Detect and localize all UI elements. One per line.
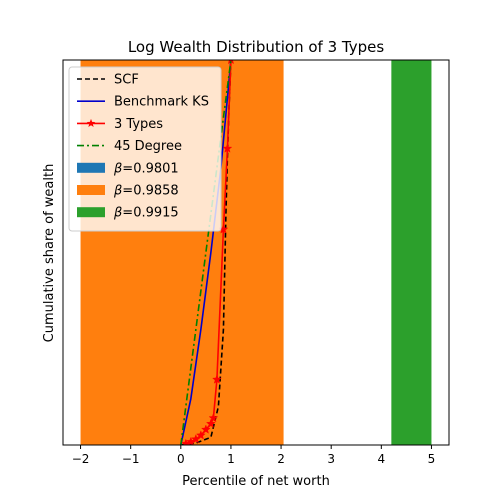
series-point-3-7 [208, 412, 219, 423]
histogram-bar-3-1 [391, 60, 432, 445]
legend-hist-label-2: β=0.9858 [113, 184, 179, 199]
legend: SCF Benchmark KS 3 Types 45 Degree β=0.9801 β… [68, 66, 222, 232]
legend-label-3: 3 Types [114, 117, 163, 132]
x-tick-label-6: 3 [327, 452, 335, 466]
legend-box [68, 66, 222, 232]
axes-frame [62, 59, 450, 446]
legend-label-1: SCF [114, 73, 139, 88]
series-point-3-8 [211, 374, 222, 384]
series-point-3-4 [195, 430, 206, 440]
legend-patch-1 [77, 162, 105, 173]
y-axis-label: Cumulative share of wealth [42, 164, 57, 343]
series-point-3-6 [205, 418, 216, 429]
chart-title: Log Wealth Distribution of 3 Types [128, 38, 385, 56]
x-tick-label-5: 2 [277, 452, 285, 466]
legend-hist-label-1: β=0.9801 [113, 161, 179, 176]
x-axis-label: Percentile of net worth [182, 474, 330, 489]
series-point-3-5 [200, 424, 211, 434]
legend-hist-label-3: β=0.9915 [113, 206, 179, 221]
legend-label-2: Benchmark KS [114, 95, 209, 110]
x-tick-label-3: 0 [177, 452, 185, 466]
x-tick-label-2: −1 [122, 452, 140, 466]
legend-label-4: 45 Degree [114, 139, 182, 154]
x-tick-label-4: 1 [227, 452, 235, 466]
legend-patch-3 [77, 207, 105, 218]
series-point-3-10 [222, 143, 233, 153]
legend-patch-2 [77, 185, 105, 195]
x-tick-label-1: −2 [72, 452, 90, 466]
series-line-4 [180, 60, 232, 445]
x-tick-label-7: 4 [378, 452, 386, 466]
legend-marker-3 [86, 118, 96, 128]
axes: −2 −1 0 1 2 3 4 5 [62, 59, 450, 466]
series-line-2 [180, 60, 232, 445]
x-tick-label-8: 5 [428, 452, 436, 466]
